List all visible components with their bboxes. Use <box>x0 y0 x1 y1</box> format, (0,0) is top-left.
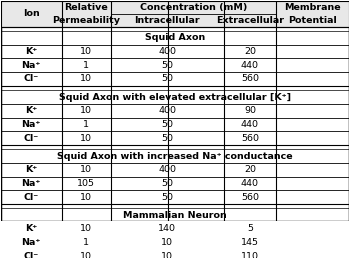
Text: 400: 400 <box>158 47 176 56</box>
Text: 90: 90 <box>244 106 256 115</box>
Text: 440: 440 <box>241 61 259 70</box>
Text: 10: 10 <box>80 75 92 84</box>
Text: 10: 10 <box>80 134 92 143</box>
Text: 10: 10 <box>80 47 92 56</box>
Text: 10: 10 <box>161 238 173 247</box>
Text: Potential: Potential <box>288 16 337 25</box>
Text: 50: 50 <box>161 75 173 84</box>
Text: 560: 560 <box>241 75 259 84</box>
Text: Na⁺: Na⁺ <box>21 238 41 247</box>
Bar <box>1 1 349 27</box>
Text: 140: 140 <box>158 224 176 233</box>
Text: 1: 1 <box>83 120 89 129</box>
Text: 50: 50 <box>161 120 173 129</box>
Text: 50: 50 <box>161 61 173 70</box>
Text: 20: 20 <box>244 47 256 56</box>
Text: 110: 110 <box>241 252 259 258</box>
Text: 5: 5 <box>247 224 253 233</box>
Text: Mammalian Neuron: Mammalian Neuron <box>123 211 227 220</box>
Text: 20: 20 <box>244 165 256 174</box>
Text: Squid Axon with increased Na⁺ conductance: Squid Axon with increased Na⁺ conductanc… <box>57 152 293 161</box>
Text: Cl⁻: Cl⁻ <box>23 252 39 258</box>
Text: K⁺: K⁺ <box>25 224 37 233</box>
Text: Intracellular: Intracellular <box>134 16 200 25</box>
Text: Concentration (mM): Concentration (mM) <box>140 3 247 12</box>
Text: 400: 400 <box>158 165 176 174</box>
Text: 1: 1 <box>83 238 89 247</box>
Text: 10: 10 <box>80 252 92 258</box>
Text: 400: 400 <box>158 106 176 115</box>
Text: Squid Axon with elevated extracellular [K⁺]: Squid Axon with elevated extracellular [… <box>59 93 291 102</box>
Text: Cl⁻: Cl⁻ <box>23 75 39 84</box>
Text: Na⁺: Na⁺ <box>21 61 41 70</box>
Text: Na⁺: Na⁺ <box>21 120 41 129</box>
Text: Squid Axon: Squid Axon <box>145 34 205 43</box>
Text: K⁺: K⁺ <box>25 47 37 56</box>
Text: Extracellular: Extracellular <box>216 16 284 25</box>
Text: 145: 145 <box>241 238 259 247</box>
Text: 10: 10 <box>80 193 92 202</box>
Text: 440: 440 <box>241 120 259 129</box>
Text: 50: 50 <box>161 179 173 188</box>
Text: 10: 10 <box>161 252 173 258</box>
Text: Na⁺: Na⁺ <box>21 179 41 188</box>
Text: 10: 10 <box>80 224 92 233</box>
Text: 560: 560 <box>241 193 259 202</box>
Text: Cl⁻: Cl⁻ <box>23 134 39 143</box>
Text: 50: 50 <box>161 193 173 202</box>
Text: 50: 50 <box>161 134 173 143</box>
Text: K⁺: K⁺ <box>25 106 37 115</box>
Text: 560: 560 <box>241 134 259 143</box>
Text: Relative: Relative <box>64 3 108 12</box>
Text: Permeability: Permeability <box>52 16 120 25</box>
Text: 10: 10 <box>80 106 92 115</box>
Text: 1: 1 <box>83 61 89 70</box>
Text: 440: 440 <box>241 179 259 188</box>
Text: Cl⁻: Cl⁻ <box>23 193 39 202</box>
Text: 105: 105 <box>77 179 95 188</box>
Text: Membrane: Membrane <box>285 3 341 12</box>
Text: K⁺: K⁺ <box>25 165 37 174</box>
Text: Ion: Ion <box>23 9 40 18</box>
Text: 10: 10 <box>80 165 92 174</box>
